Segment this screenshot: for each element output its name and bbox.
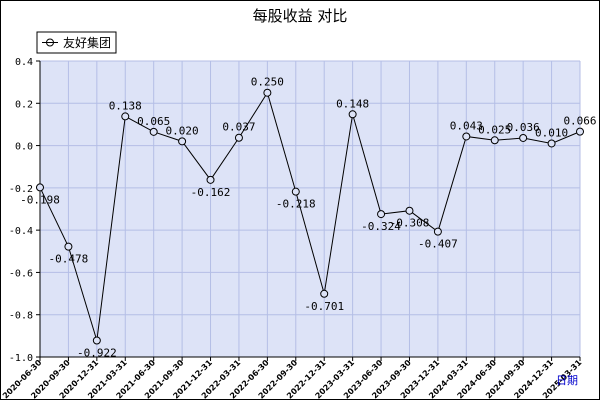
data-label: -0.324	[361, 220, 401, 233]
data-point	[121, 112, 130, 121]
data-point	[36, 183, 44, 192]
y-tick-label: -0.4	[9, 226, 33, 237]
data-label: -0.407	[418, 238, 458, 251]
data-label: 0.065	[137, 115, 170, 128]
data-point	[490, 136, 499, 145]
data-point	[291, 187, 300, 196]
data-label: 0.037	[222, 121, 255, 134]
data-point	[234, 133, 243, 142]
data-point	[149, 127, 158, 136]
data-label: 0.010	[535, 126, 568, 139]
data-point	[377, 210, 386, 219]
legend-marker-icon	[46, 38, 54, 47]
data-label: -0.218	[276, 198, 316, 211]
data-label: 0.066	[563, 115, 596, 128]
y-tick-label: -1.0	[9, 353, 33, 364]
data-point	[92, 336, 101, 345]
data-label: -0.162	[191, 186, 231, 199]
series-line-1	[39, 91, 581, 341]
data-point	[64, 242, 73, 251]
data-point	[547, 139, 556, 148]
data-point	[433, 227, 442, 236]
x-axis-label: 日期	[556, 374, 578, 387]
y-tick-label: -0.2	[9, 184, 33, 195]
y-tick-label: -0.8	[9, 311, 33, 322]
data-point	[576, 127, 584, 136]
data-label: 0.138	[109, 99, 142, 112]
legend-box	[36, 31, 117, 54]
data-point	[462, 132, 471, 141]
data-point	[263, 88, 272, 97]
data-point	[519, 133, 528, 142]
y-tick-label: 0.4	[15, 57, 33, 68]
data-point	[206, 175, 215, 184]
y-tick-label: 0.2	[15, 99, 33, 110]
data-label: 0.043	[450, 119, 483, 132]
data-label: 0.148	[336, 97, 369, 110]
data-point	[320, 289, 329, 298]
data-label: -0.922	[77, 347, 117, 360]
chart-title: 每股收益 对比	[253, 7, 348, 25]
legend: 友好集团	[36, 31, 117, 54]
data-point	[178, 137, 187, 146]
data-label: 0.020	[166, 124, 199, 137]
y-tick-label: 0.0	[15, 142, 33, 153]
y-tick-label: -0.6	[9, 268, 33, 279]
data-label: 0.036	[507, 121, 540, 134]
data-label: 0.250	[251, 76, 284, 89]
data-label: -0.701	[304, 300, 344, 313]
data-label: -0.308	[390, 217, 430, 230]
data-label: 0.025	[478, 123, 511, 136]
data-label: -0.478	[49, 253, 89, 266]
data-point	[348, 110, 357, 119]
legend-label-series-1: 友好集团	[63, 35, 111, 50]
plot-area	[40, 61, 580, 357]
data-point	[405, 206, 414, 215]
data-label: -0.198	[20, 193, 60, 206]
